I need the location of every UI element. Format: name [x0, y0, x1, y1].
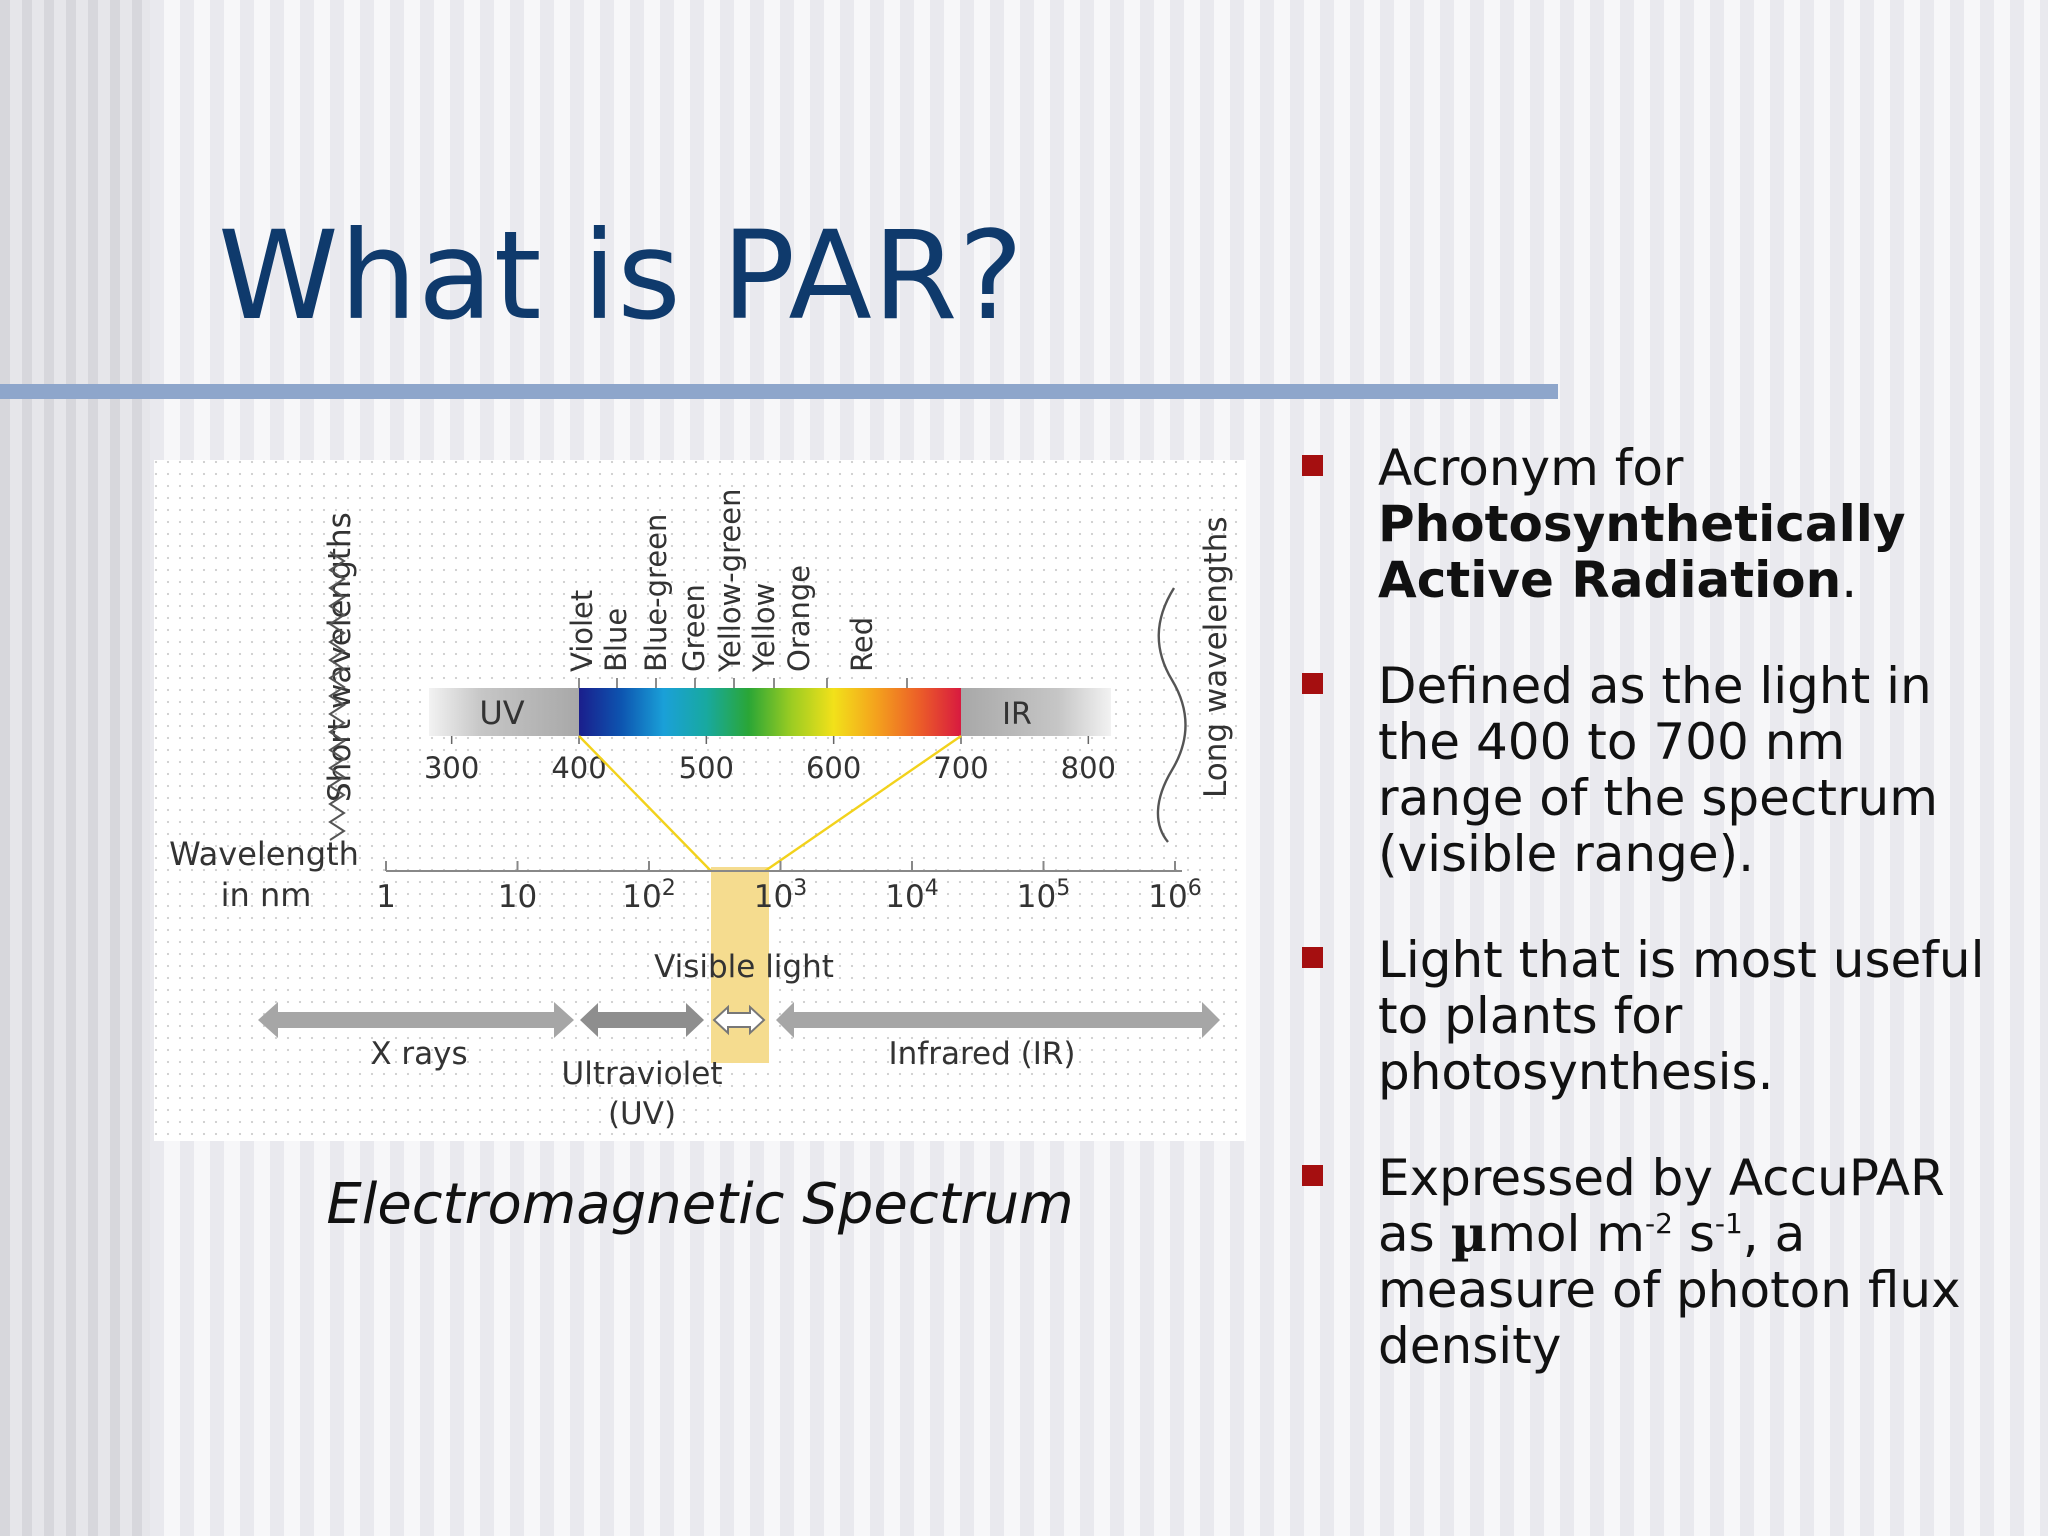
- color-name-label: Red: [845, 617, 879, 672]
- bullet-text-end: , a measure of photon flux density: [1378, 1205, 1961, 1375]
- ir-band-label: IR: [1002, 697, 1032, 732]
- par-highlight: [711, 867, 769, 1063]
- bullet-square-icon: [1302, 455, 1323, 476]
- title-divider: [0, 384, 1558, 399]
- bullet-text: Expressed by AccuPAR as: [1378, 1149, 1945, 1263]
- figure-dot-grid: [154, 460, 1246, 1141]
- nm-tick-label: 400: [551, 751, 606, 785]
- bullet-definition: Defined as the light in the 400 to 700 n…: [1300, 658, 2000, 882]
- x-ray-arrow: [258, 1002, 574, 1038]
- em-spectrum-figure: Short wavelengths Long wavelengths UV IR…: [154, 460, 1246, 1141]
- nm-tick-label: 600: [806, 751, 861, 785]
- visible-light-label: Visible light: [654, 949, 834, 985]
- micro-symbol: µ: [1450, 1204, 1488, 1263]
- log-tick-label: 1: [376, 879, 396, 915]
- color-name-label: Orange: [782, 565, 816, 672]
- visible-projection-line-right: [764, 735, 962, 872]
- long-wave-glyph: [1156, 587, 1187, 843]
- uv-band-label: UV: [479, 694, 524, 732]
- ultraviolet-abbrev-label: (UV): [608, 1096, 676, 1132]
- x-rays-label: X rays: [370, 1036, 467, 1072]
- unit-exponent-m: -2: [1645, 1207, 1673, 1240]
- visible-projection-line-left: [578, 735, 712, 872]
- bullet-text: Defined as the light in the 400 to 700 n…: [1378, 657, 1938, 883]
- nm-tick-label: 300: [424, 751, 479, 785]
- unit-s: s: [1672, 1205, 1715, 1263]
- bullet-usefulness: Light that is most useful to plants for …: [1300, 932, 2000, 1100]
- short-wave-glyph: [328, 551, 346, 841]
- bullet-units: Expressed by AccuPAR as µmol m-2 s-1, a …: [1300, 1150, 2000, 1374]
- bullet-text: Acronym for: [1378, 439, 1684, 497]
- unit-exponent-s: -1: [1714, 1207, 1743, 1240]
- visible-arrow: [712, 1004, 766, 1036]
- uv-band: [429, 688, 579, 736]
- infrared-arrow: [776, 1002, 1220, 1038]
- bullet-emphasis: Photosynthetically Active Radiation: [1378, 495, 1906, 609]
- bullet-list: Acronym for Photosynthetically Active Ra…: [1300, 440, 2000, 1374]
- bullet-square-icon: [1302, 673, 1323, 694]
- color-name-label: Violet: [565, 590, 599, 672]
- ultraviolet-label: Ultraviolet: [562, 1056, 723, 1092]
- color-name-label: Yellow-green: [713, 488, 747, 673]
- bullet-text: Light that is most useful to plants for …: [1378, 931, 1985, 1101]
- background-stripe-band: [0, 0, 150, 1536]
- nm-tick-label: 700: [933, 751, 988, 785]
- color-name-label: Blue: [599, 608, 633, 672]
- color-names: Violet Blue Blue-green Green Yellow-green Yel…: [565, 488, 908, 688]
- uv-arrow: [580, 1003, 704, 1037]
- infrared-label: Infrared (IR): [889, 1036, 1076, 1072]
- ir-band: [961, 688, 1111, 736]
- unit-mol-m: mol m: [1487, 1205, 1645, 1263]
- wavelength-axis-unit: in nm: [221, 876, 312, 914]
- nm-tick-label: 500: [679, 751, 734, 785]
- bullet-square-icon: [1302, 947, 1323, 968]
- em-spectrum-diagram: Short wavelengths Long wavelengths UV IR…: [154, 460, 1246, 1141]
- slide-title: What is PAR?: [218, 205, 1025, 347]
- bullet-square-icon: [1302, 1165, 1323, 1186]
- log-tick-label: 10: [498, 879, 537, 915]
- color-name-label: Green: [677, 584, 711, 672]
- color-name-label: Blue-green: [639, 514, 673, 672]
- bullet-acronym: Acronym for Photosynthetically Active Ra…: [1300, 440, 2000, 608]
- color-name-label: Yellow: [747, 583, 781, 673]
- short-wavelengths-label: Short wavelengths: [322, 512, 358, 802]
- nm-tick-label: 800: [1061, 751, 1116, 785]
- bullet-text-end: .: [1841, 551, 1858, 609]
- wavelength-axis-label: Wavelength: [169, 835, 359, 873]
- nm-tick-labels: 300 400 500 600 700 800: [424, 736, 1116, 785]
- visible-spectrum-band: [579, 688, 961, 736]
- long-wavelengths-label: Long wavelengths: [1198, 516, 1234, 798]
- figure-caption: Electromagnetic Spectrum: [326, 1172, 1074, 1237]
